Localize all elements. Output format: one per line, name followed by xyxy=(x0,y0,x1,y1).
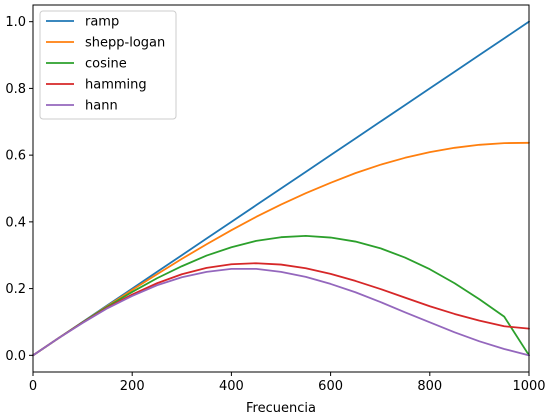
x-tick-label: 0 xyxy=(29,379,37,394)
legend-label-hann: hann xyxy=(85,99,118,114)
x-axis-label: Frecuencia xyxy=(246,401,316,416)
x-tick-label: 200 xyxy=(120,379,145,394)
x-tick-label: 800 xyxy=(417,379,442,394)
series-line-shepp-logan xyxy=(32,141,530,357)
y-axis: 0.0 0.2 0.4 0.6 0.8 1.0 xyxy=(5,15,33,364)
legend-label-hamming: hamming xyxy=(85,78,147,93)
series-lines xyxy=(32,20,530,357)
plot-area-frame xyxy=(32,4,530,373)
legend-label-ramp: ramp xyxy=(85,15,119,30)
x-tick-label: 1000 xyxy=(512,379,545,394)
y-tick-label: 0.2 xyxy=(5,282,26,297)
y-tick-label: 1.0 xyxy=(5,15,26,30)
series-line-cosine xyxy=(32,234,530,357)
legend: ramp shepp-logan cosine hamming hann xyxy=(39,10,177,120)
series-line-hann xyxy=(32,268,530,357)
legend-label-shepp-logan: shepp-logan xyxy=(85,36,165,51)
y-tick-label: 0.0 xyxy=(5,349,26,364)
x-axis: 0 200 400 600 800 1000 xyxy=(29,372,546,394)
y-tick-label: 0.6 xyxy=(5,149,26,164)
legend-label-cosine: cosine xyxy=(85,57,127,72)
legend-box xyxy=(39,10,177,120)
x-tick-label: 600 xyxy=(318,379,343,394)
x-tick-label: 400 xyxy=(219,379,244,394)
y-tick-label: 0.8 xyxy=(5,82,26,97)
y-tick-label: 0.4 xyxy=(5,215,26,230)
